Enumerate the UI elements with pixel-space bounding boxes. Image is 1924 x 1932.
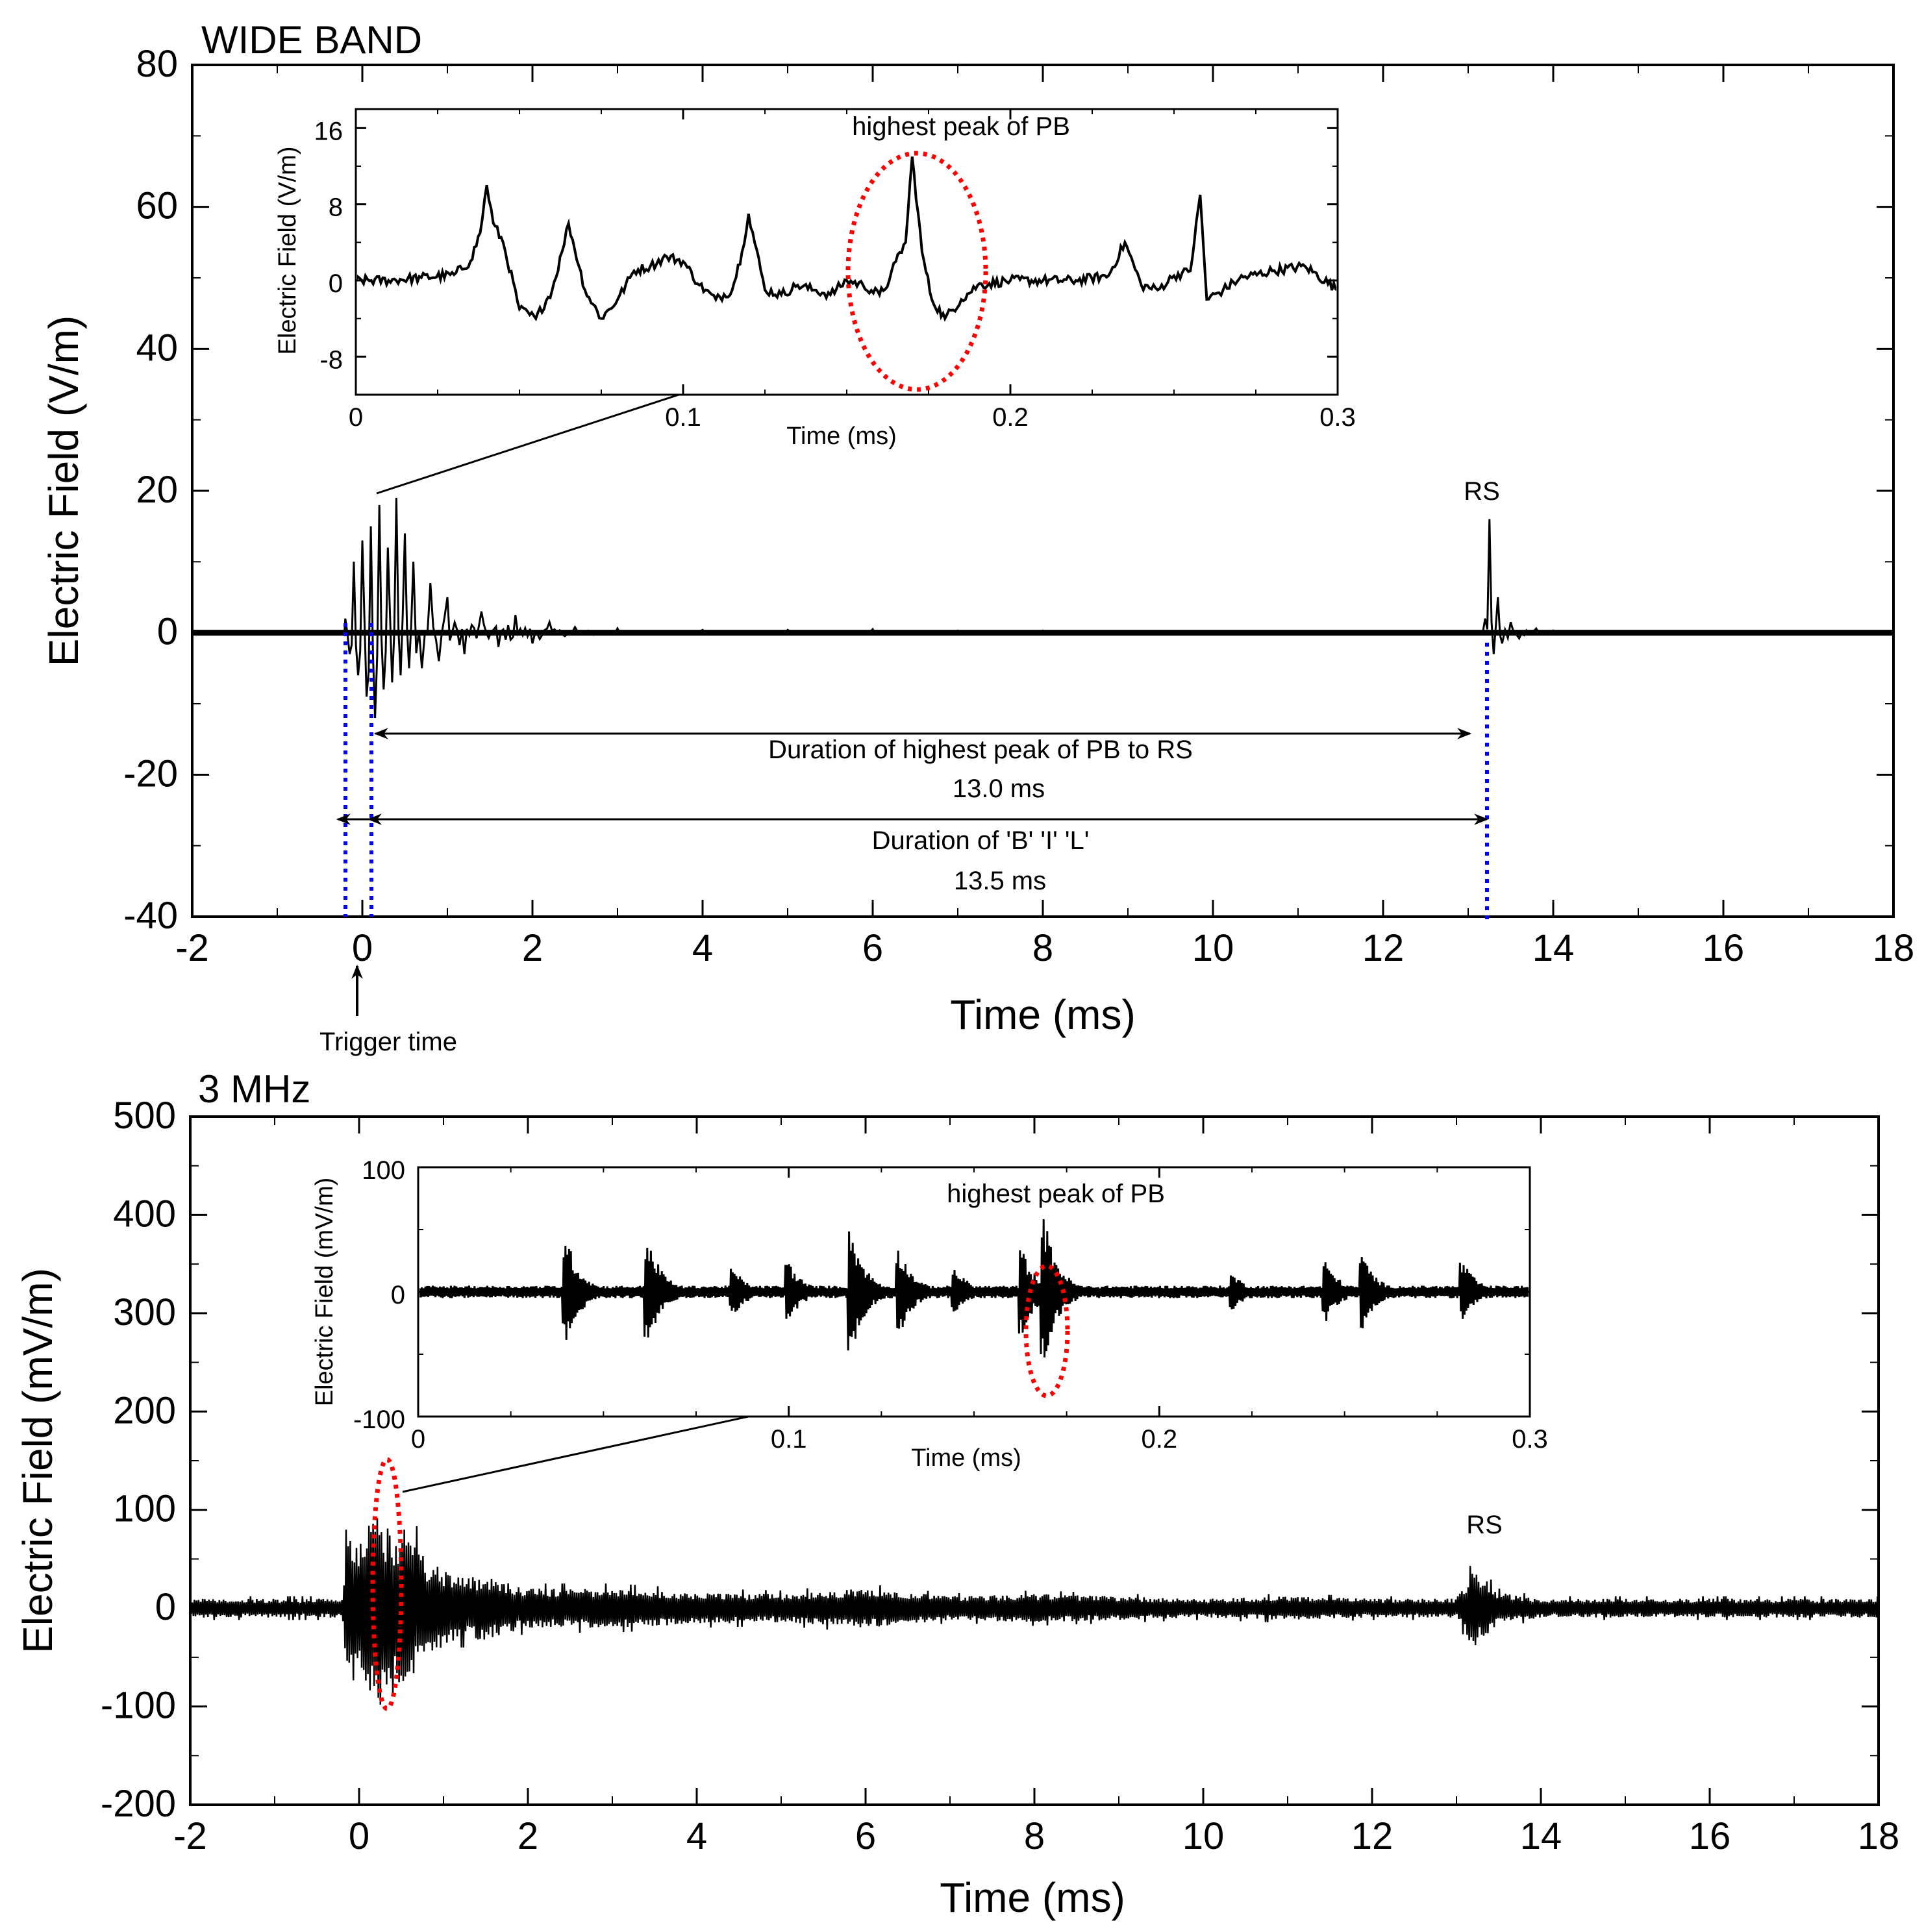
3mhz-inset-ticks [417,1166,1531,1418]
wideband-ticks [191,64,1895,918]
3mhz-series-line [192,1518,1877,1705]
3mhz-inset-y-tick-label: 0 [391,1281,405,1309]
3mhz-x-tick-label: -2 [173,1815,207,1857]
wideband-inset-title: highest peak of PB [852,112,1070,141]
wideband-y-axis-title: Electric Field (V/m) [40,316,87,667]
3mhz-y-tick-label: 200 [113,1389,176,1431]
wideband-rs-label: RS [1464,477,1500,506]
wideband-x-tick-label: 0 [352,927,373,969]
3mhz-x-tick-label: 16 [1689,1815,1731,1857]
wideband-x-tick-label: -2 [175,927,209,969]
duration-pb-rs-label: Duration of highest peak of PB to RS [768,736,1193,764]
3mhz-inset-x-tick-label: 0.2 [1142,1425,1178,1454]
wideband-inset-frame [355,108,1339,396]
3mhz-y-tick-label: 100 [113,1488,176,1530]
3mhz-y-tick-label: -100 [101,1685,176,1727]
3mhz-inset-title: highest peak of PB [947,1180,1165,1208]
3mhz-x-tick-label: 6 [855,1815,876,1857]
duration-bil-label: Duration of 'B' 'I' 'L' [872,826,1090,855]
3mhz-panel: 3 MHz -2 0 2 4 6 8 10 12 14 16 18-200-100010020030… [14,1067,1899,1921]
3mhz-x-tick-label: 12 [1351,1815,1393,1857]
wideband-y-tick-label: -40 [123,895,178,937]
wideband-inset-x-tick-label: 0.2 [992,403,1029,432]
wideband-y-tick-label: 40 [136,327,178,369]
wideband-x-tick-label: 10 [1192,927,1234,969]
wideband-panel: WIDE BAND -2 0 2 4 6 8 10 12 14 16 18-40-200204060… [40,18,1914,1056]
wideband-series-line [194,497,1892,718]
wideband-inset-y-tick-label: 0 [329,269,343,298]
3mhz-y-tick-label: -200 [101,1783,176,1825]
3mhz-inset-x-tick-label: 0.1 [771,1425,807,1454]
3mhz-inset-x-tick-label: 0.3 [1512,1425,1548,1454]
wideband-inset-series-line [357,156,1336,322]
trigger-time-label: Trigger time [319,1028,457,1056]
3mhz-y-tick-label: 300 [113,1291,176,1333]
3mhz-rs-label: RS [1466,1511,1503,1539]
wideband-x-tick-label: 6 [862,927,883,969]
3mhz-x-tick-label: 2 [518,1815,538,1857]
3mhz-x-tick-label: 4 [686,1815,707,1857]
3mhz-y-tick-label: 0 [155,1586,176,1628]
3mhz-inset-series-line [419,1219,1529,1358]
wideband-inset-x-tick-label: 0.3 [1319,403,1356,432]
wideband-x-axis-title: Time (ms) [950,991,1136,1038]
wideband-inset-y-tick-label: 16 [314,117,344,145]
wideband-x-tick-label: 18 [1873,927,1915,969]
3mhz-inset-x-tick-label: 0 [411,1425,425,1454]
wideband-y-tick-label: 20 [136,469,178,511]
3mhz-inset-y-tick-label: -100 [353,1406,405,1434]
3mhz-inset-y-axis-title: Electric Field (mV/m) [311,1178,338,1407]
wideband-y-tick-label: 80 [136,43,178,85]
3mhz-panel-title: 3 MHz [198,1067,310,1111]
3mhz-y-axis-title: Electric Field (mV/m) [14,1268,61,1653]
wideband-inset-x-axis-title: Time (ms) [786,423,897,450]
3mhz-inset-x-axis-title: Time (ms) [911,1444,1021,1472]
wideband-panel-title: WIDE BAND [201,18,422,62]
wideband-x-tick-label: 12 [1362,927,1405,969]
wideband-y-tick-label: -20 [123,752,178,795]
wideband-x-tick-label: 2 [522,927,543,969]
wideband-inset-x-tick-label: 0.1 [665,403,701,432]
wideband-x-tick-label: 4 [692,927,713,969]
3mhz-x-tick-label: 18 [1858,1815,1900,1857]
wideband-x-tick-label: 8 [1032,927,1053,969]
3mhz-x-tick-label: 14 [1520,1815,1562,1857]
3mhz-inset-peak-ellipse [1023,1263,1070,1398]
3mhz-y-tick-label: 400 [113,1193,176,1235]
wideband-inset-y-tick-label: -8 [319,345,343,374]
wideband-peak-ellipse [845,151,988,392]
3mhz-peak-ellipse [370,1457,404,1711]
wideband-inset-y-tick-label: 8 [329,193,343,222]
wideband-x-tick-label: 16 [1703,927,1745,969]
3mhz-tick-labels: -2 0 2 4 6 8 10 12 14 16 18-200-100010020030040050… [101,1095,1899,1857]
wideband-inset-y-axis-title: Electric Field (V/m) [274,147,301,355]
duration-pb-rs-value: 13.0 ms [953,774,1045,803]
3mhz-x-tick-label: 8 [1024,1815,1045,1857]
wideband-inset-x-tick-label: 0 [349,403,363,432]
3mhz-y-tick-label: 500 [113,1095,176,1137]
3mhz-inset-y-tick-label: 100 [362,1156,405,1185]
3mhz-x-tick-label: 10 [1182,1815,1225,1857]
wideband-y-tick-label: 0 [157,611,178,653]
3mhz-x-axis-title: Time (ms) [940,1874,1125,1921]
wideband-y-tick-label: 60 [136,185,178,227]
duration-bil-value: 13.5 ms [954,867,1046,895]
wideband-x-tick-label: 14 [1532,927,1575,969]
3mhz-x-tick-label: 0 [349,1815,369,1857]
